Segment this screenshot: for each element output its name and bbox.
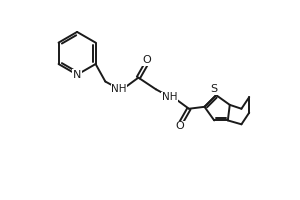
Text: S: S: [211, 84, 218, 94]
Text: O: O: [143, 55, 152, 65]
Text: NH: NH: [162, 92, 177, 102]
Text: O: O: [176, 121, 184, 131]
Text: NH: NH: [111, 84, 127, 94]
Text: N: N: [73, 70, 81, 80]
